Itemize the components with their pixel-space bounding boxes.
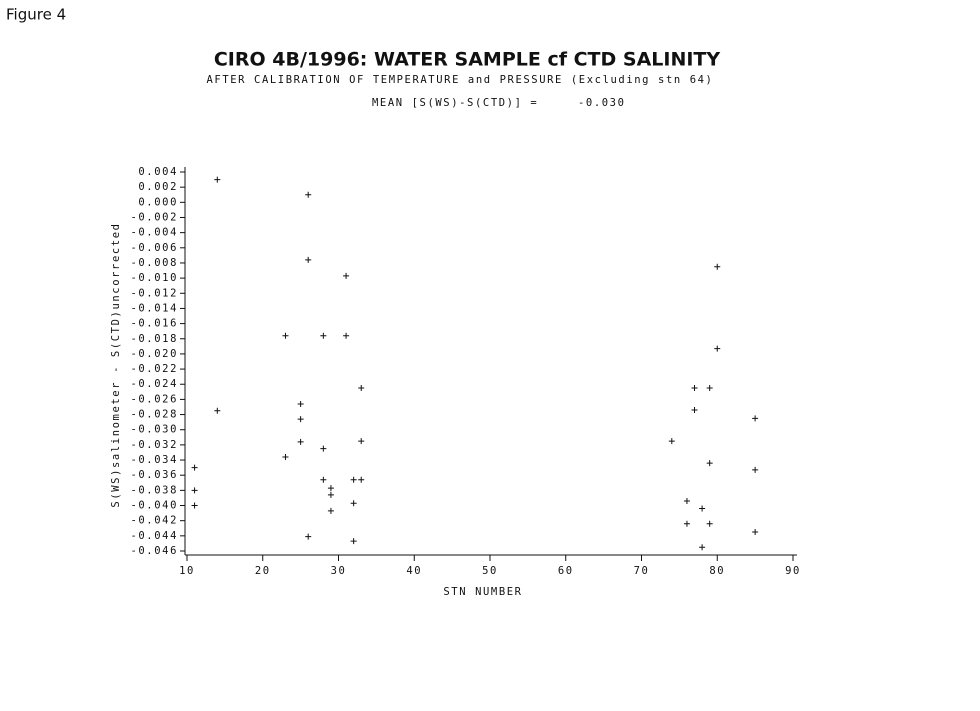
x-tick-label: 70: [634, 565, 650, 577]
data-point: [191, 487, 198, 494]
y-tick-label: -0.012: [130, 287, 178, 299]
y-tick-label: 0.000: [138, 196, 178, 208]
data-point: [714, 345, 721, 352]
data-point: [668, 438, 675, 445]
data-point: [320, 476, 327, 483]
y-tick-label: -0.026: [130, 393, 178, 405]
y-tick-label: -0.008: [130, 257, 178, 269]
data-point: [358, 438, 365, 445]
x-tick-label: 50: [482, 565, 498, 577]
x-tick-label: 60: [558, 565, 574, 577]
y-tick-label: 0.002: [138, 181, 178, 193]
y-tick-label: -0.006: [130, 242, 178, 254]
data-point: [327, 485, 334, 492]
data-point: [214, 407, 221, 414]
annotation-value: -0.030: [578, 97, 626, 109]
data-point: [752, 466, 759, 473]
data-point: [191, 502, 198, 509]
data-point: [343, 332, 350, 339]
data-point: [305, 256, 312, 263]
y-tick-label: -0.020: [130, 348, 178, 360]
data-point: [297, 400, 304, 407]
chart-title: CIRO 4B/1996: WATER SAMPLE cf CTD SALINI…: [214, 49, 721, 71]
data-point: [358, 476, 365, 483]
y-tick-label: -0.002: [130, 211, 178, 223]
y-tick-label: -0.022: [130, 363, 178, 375]
y-tick-label: -0.004: [130, 227, 178, 239]
y-tick-label: -0.046: [130, 545, 178, 557]
data-point: [305, 191, 312, 198]
x-tick-label: 30: [331, 565, 347, 577]
y-tick-label: -0.040: [130, 500, 178, 512]
data-point: [350, 538, 357, 545]
y-tick-label: -0.032: [130, 439, 178, 451]
data-point: [706, 460, 713, 467]
x-tick-label: 90: [785, 565, 801, 577]
figure-label: Figure 4: [6, 6, 66, 24]
data-point: [305, 533, 312, 540]
y-tick-label: 0.004: [138, 166, 178, 178]
y-tick-label: -0.016: [130, 318, 178, 330]
data-point: [282, 332, 289, 339]
data-point: [350, 500, 357, 507]
data-point: [191, 464, 198, 471]
data-point: [691, 385, 698, 392]
y-tick-label: -0.034: [130, 454, 178, 466]
data-point: [350, 476, 357, 483]
data-point: [683, 497, 690, 504]
data-point: [706, 385, 713, 392]
y-tick-label: -0.030: [130, 424, 178, 436]
data-point: [343, 272, 350, 279]
data-point: [214, 176, 221, 183]
y-tick-label: -0.042: [130, 515, 178, 527]
y-tick-label: -0.014: [130, 302, 178, 314]
data-point: [320, 332, 327, 339]
y-tick-label: -0.024: [130, 378, 178, 390]
x-tick-label: 40: [406, 565, 422, 577]
data-point: [327, 491, 334, 498]
x-tick-label: 80: [709, 565, 725, 577]
data-point: [358, 385, 365, 392]
y-tick-label: -0.010: [130, 272, 178, 284]
data-point: [752, 529, 759, 536]
data-point: [320, 445, 327, 452]
x-tick-label: 20: [255, 565, 271, 577]
y-tick-label: -0.028: [130, 409, 178, 421]
data-point: [282, 454, 289, 461]
x-tick-label: 10: [179, 565, 195, 577]
y-axis-label: S(WS)salinometer - S(CTD)uncorrected: [110, 222, 122, 507]
data-point: [714, 263, 721, 270]
data-point: [752, 415, 759, 422]
chart-subtitle: AFTER CALIBRATION OF TEMPERATURE and PRE…: [207, 74, 714, 86]
y-tick-label: -0.018: [130, 333, 178, 345]
data-point: [699, 544, 706, 551]
data-point: [327, 507, 334, 514]
annotation-label: MEAN [S(WS)-S(CTD)] =: [372, 97, 538, 109]
data-point: [297, 416, 304, 423]
data-point: [297, 438, 304, 445]
y-tick-label: -0.038: [130, 484, 178, 496]
y-tick-label: -0.036: [130, 469, 178, 481]
y-tick-label: -0.044: [130, 530, 178, 542]
data-point: [683, 520, 690, 527]
x-axis-label: STN NUMBER: [443, 586, 522, 598]
data-point: [699, 505, 706, 512]
data-point: [691, 407, 698, 414]
data-point: [706, 520, 713, 527]
